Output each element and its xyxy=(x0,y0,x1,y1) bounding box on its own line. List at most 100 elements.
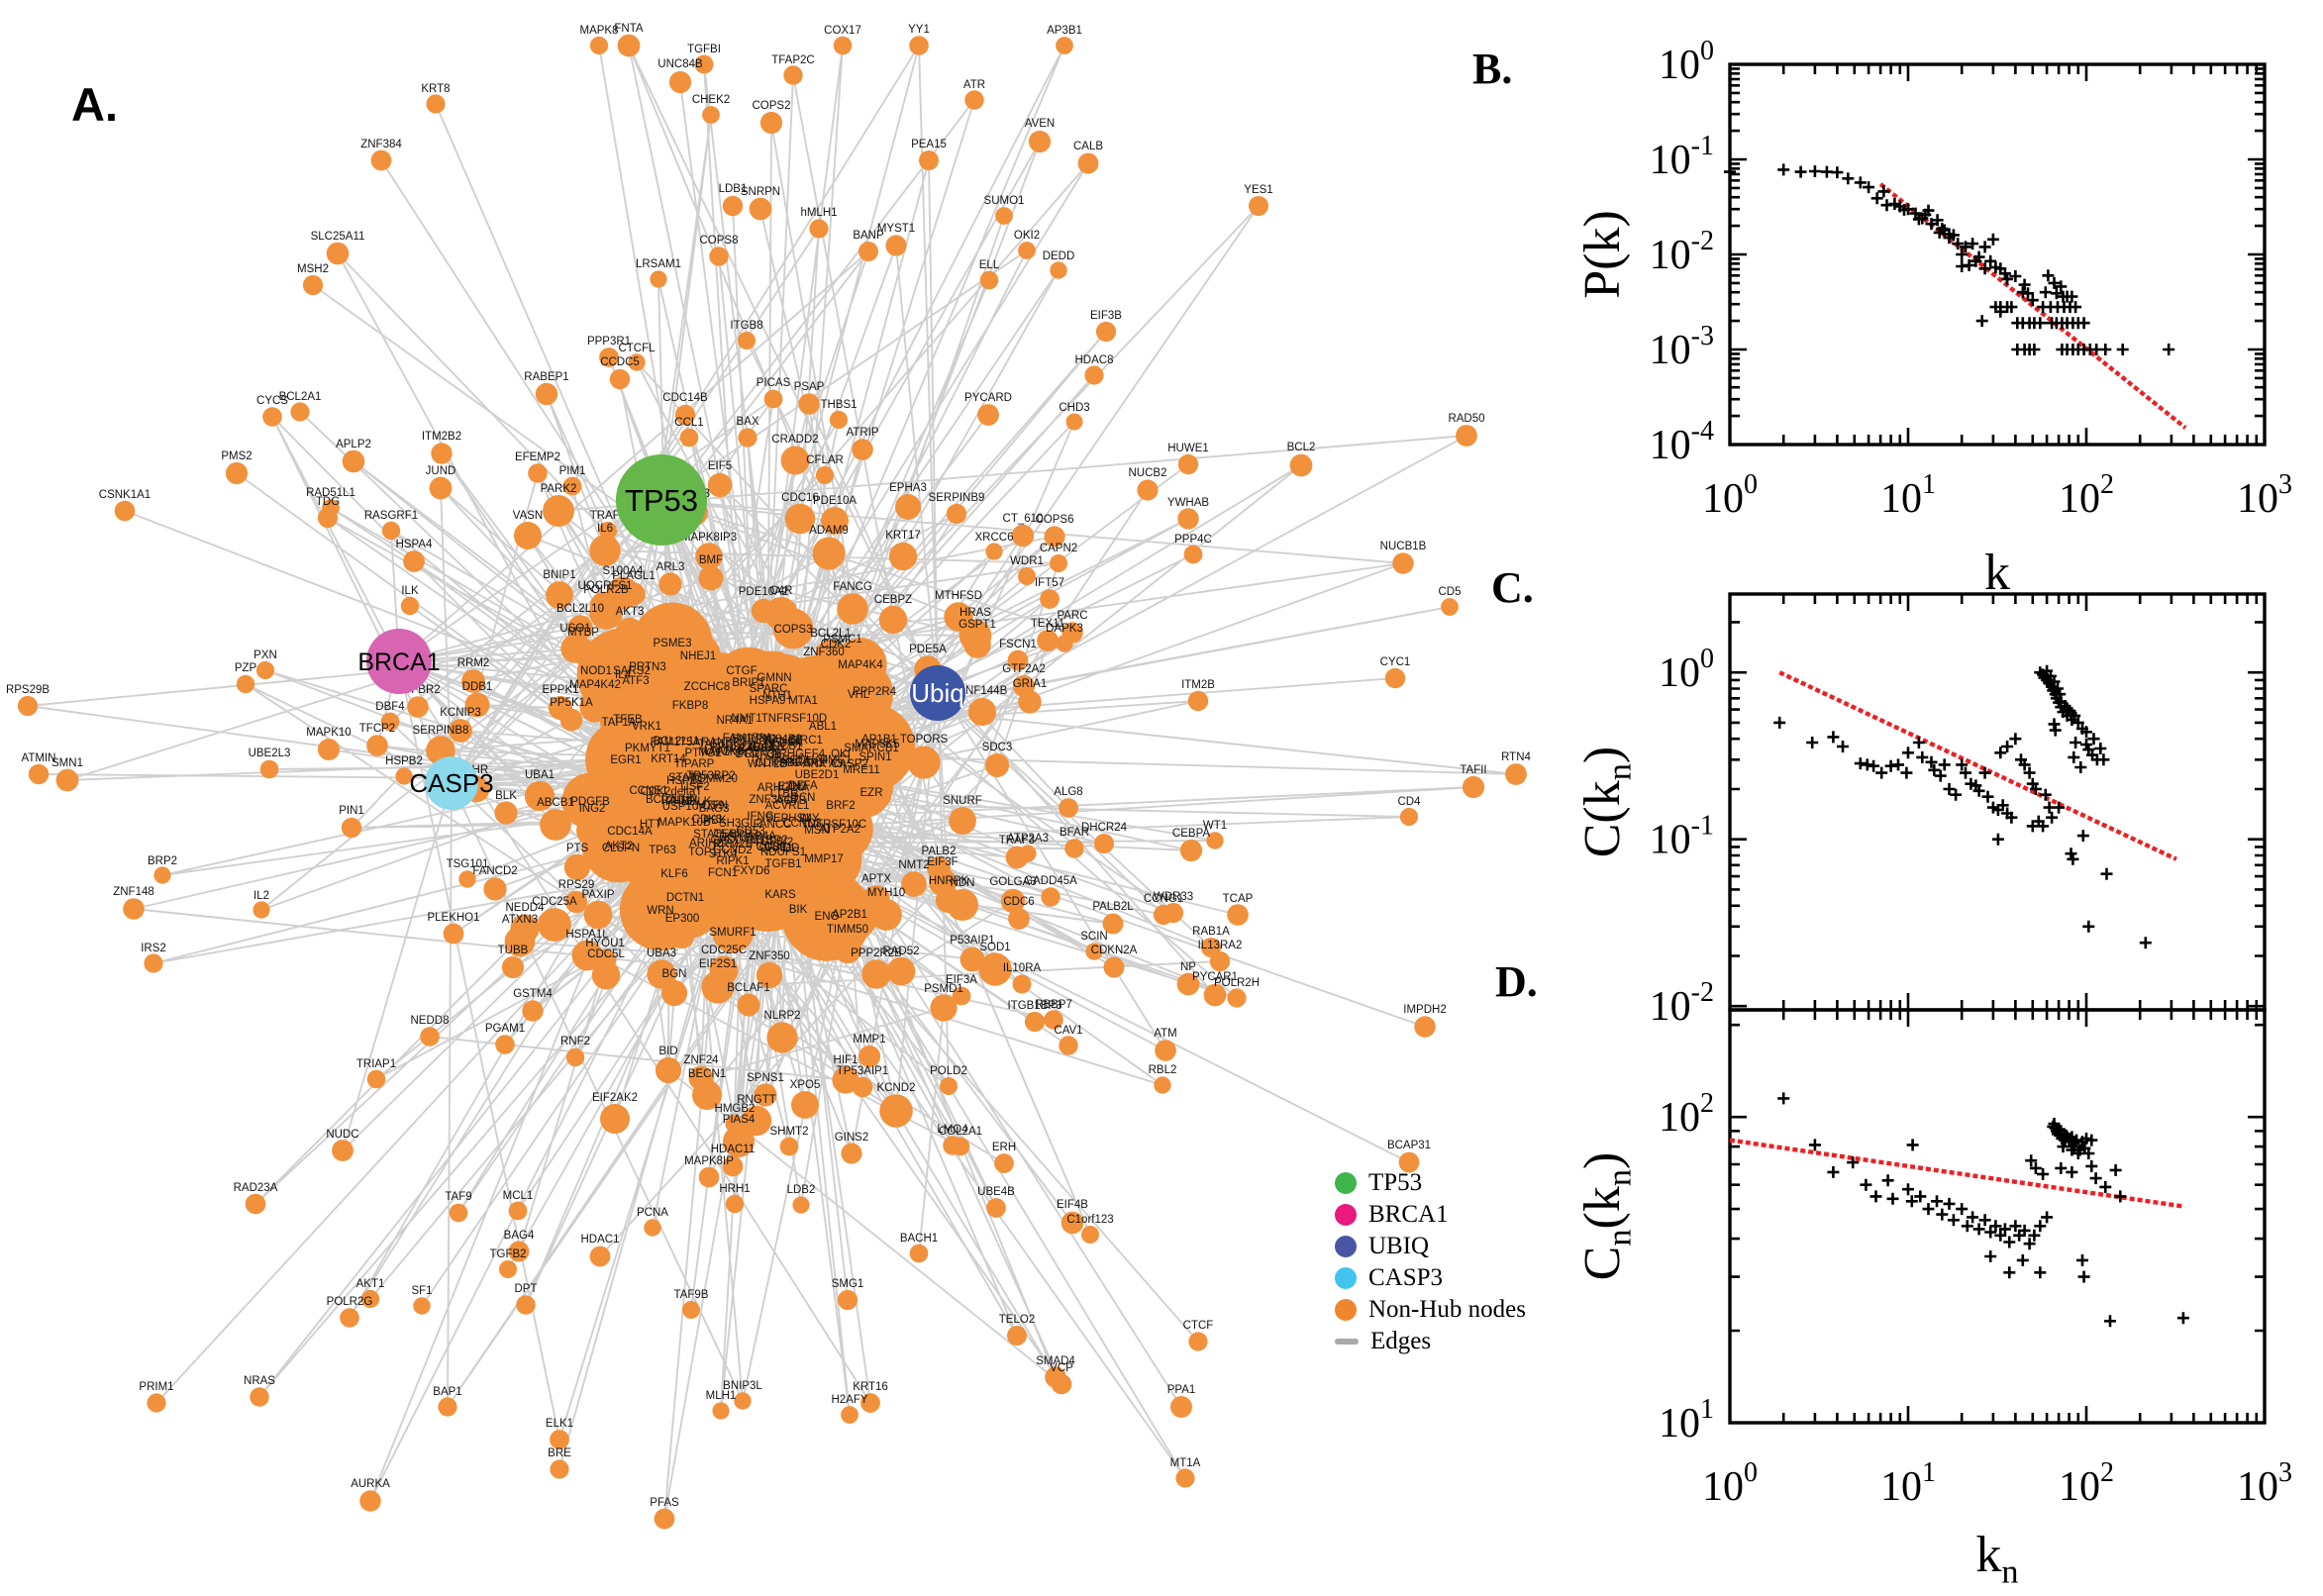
network-node[interactable] xyxy=(737,993,760,1017)
network-node[interactable] xyxy=(17,695,39,717)
network-node[interactable] xyxy=(952,986,971,1006)
network-node[interactable] xyxy=(977,404,999,426)
network-node[interactable] xyxy=(1041,887,1060,907)
network-node[interactable] xyxy=(1012,974,1032,994)
network-node[interactable] xyxy=(464,692,490,718)
network-node[interactable] xyxy=(791,1091,819,1119)
network-node[interactable] xyxy=(986,1198,1006,1218)
network-node[interactable] xyxy=(738,428,758,448)
network-node[interactable] xyxy=(559,708,583,732)
network-node[interactable] xyxy=(1505,763,1527,785)
network-node[interactable] xyxy=(225,461,249,485)
network-node[interactable] xyxy=(1177,508,1199,530)
network-node[interactable] xyxy=(1013,675,1035,697)
network-node[interactable] xyxy=(366,1069,386,1089)
network-node[interactable] xyxy=(725,1114,745,1134)
network-node[interactable] xyxy=(821,507,849,535)
network-node[interactable] xyxy=(809,219,829,239)
network-node[interactable] xyxy=(1037,630,1059,651)
network-node[interactable] xyxy=(1064,839,1084,858)
network-node[interactable] xyxy=(694,54,714,74)
network-node[interactable] xyxy=(1183,545,1203,564)
network-node[interactable] xyxy=(749,197,772,221)
network-node[interactable] xyxy=(1289,453,1313,477)
network-node[interactable] xyxy=(1060,1211,1084,1235)
network-node[interactable] xyxy=(702,106,720,124)
network-node[interactable] xyxy=(763,389,783,409)
network-node[interactable] xyxy=(342,449,365,473)
network-node[interactable] xyxy=(1019,845,1037,862)
network-node[interactable] xyxy=(634,672,661,700)
network-node[interactable] xyxy=(692,1080,722,1110)
network-node[interactable] xyxy=(598,521,618,541)
hub-node-brca1[interactable] xyxy=(366,629,432,694)
network-node[interactable] xyxy=(741,1105,772,1137)
network-node[interactable] xyxy=(1227,904,1249,926)
network-node[interactable] xyxy=(725,1194,745,1214)
network-node[interactable] xyxy=(302,274,324,296)
network-node[interactable] xyxy=(1441,598,1459,616)
network-node[interactable] xyxy=(562,476,582,496)
network-node[interactable] xyxy=(617,34,641,57)
network-node[interactable] xyxy=(576,815,608,847)
network-node[interactable] xyxy=(236,674,255,694)
network-node[interactable] xyxy=(779,1137,799,1156)
network-node[interactable] xyxy=(764,597,798,631)
network-node[interactable] xyxy=(438,1397,457,1417)
network-node[interactable] xyxy=(461,669,485,693)
network-node[interactable] xyxy=(780,446,810,475)
network-node[interactable] xyxy=(290,402,310,422)
network-node[interactable] xyxy=(516,1295,536,1315)
network-node[interactable] xyxy=(483,877,507,901)
network-node[interactable] xyxy=(682,1301,700,1319)
network-node[interactable] xyxy=(1059,1036,1078,1055)
network-node[interactable] xyxy=(901,871,927,897)
network-node[interactable] xyxy=(784,503,816,535)
network-node[interactable] xyxy=(540,809,571,841)
network-node[interactable] xyxy=(550,1459,569,1479)
network-node[interactable] xyxy=(1077,152,1099,174)
network-node[interactable] xyxy=(524,780,556,812)
network-node[interactable] xyxy=(852,1076,873,1098)
network-node[interactable] xyxy=(564,890,588,914)
network-node[interactable] xyxy=(907,746,941,779)
network-node[interactable] xyxy=(669,924,695,949)
network-node[interactable] xyxy=(837,1289,858,1311)
network-node[interactable] xyxy=(499,1260,517,1278)
network-node[interactable] xyxy=(359,1490,381,1512)
network-node[interactable] xyxy=(400,596,420,616)
network-node[interactable] xyxy=(647,959,676,989)
network-node[interactable] xyxy=(147,1393,166,1413)
network-node[interactable] xyxy=(870,899,902,931)
network-node[interactable] xyxy=(792,1196,810,1214)
network-node[interactable] xyxy=(879,1094,913,1128)
network-node[interactable] xyxy=(852,439,873,460)
network-node[interactable] xyxy=(1456,425,1477,447)
network-node[interactable] xyxy=(1154,1076,1171,1094)
network-node[interactable] xyxy=(593,948,617,972)
network-node[interactable] xyxy=(583,900,613,930)
network-node[interactable] xyxy=(1011,524,1035,548)
network-node[interactable] xyxy=(837,593,868,625)
network-node[interactable] xyxy=(370,150,392,171)
network-node[interactable] xyxy=(829,410,849,430)
network-node[interactable] xyxy=(964,90,984,110)
network-node[interactable] xyxy=(563,853,591,881)
network-node[interactable] xyxy=(245,1193,266,1215)
network-node[interactable] xyxy=(738,332,756,349)
network-node[interactable] xyxy=(858,1045,881,1068)
network-node[interactable] xyxy=(861,959,891,989)
network-node[interactable] xyxy=(644,1219,661,1237)
network-node[interactable] xyxy=(995,207,1013,225)
network-node[interactable] xyxy=(341,817,362,839)
network-node[interactable] xyxy=(1050,261,1067,279)
network-node[interactable] xyxy=(927,856,951,880)
network-node[interactable] xyxy=(754,1083,777,1107)
network-node[interactable] xyxy=(1059,798,1078,818)
network-node[interactable] xyxy=(711,910,755,953)
network-node[interactable] xyxy=(658,572,682,596)
network-node[interactable] xyxy=(543,495,574,527)
network-node[interactable] xyxy=(772,883,824,935)
network-node[interactable] xyxy=(1065,413,1083,431)
network-node[interactable] xyxy=(600,1104,630,1134)
